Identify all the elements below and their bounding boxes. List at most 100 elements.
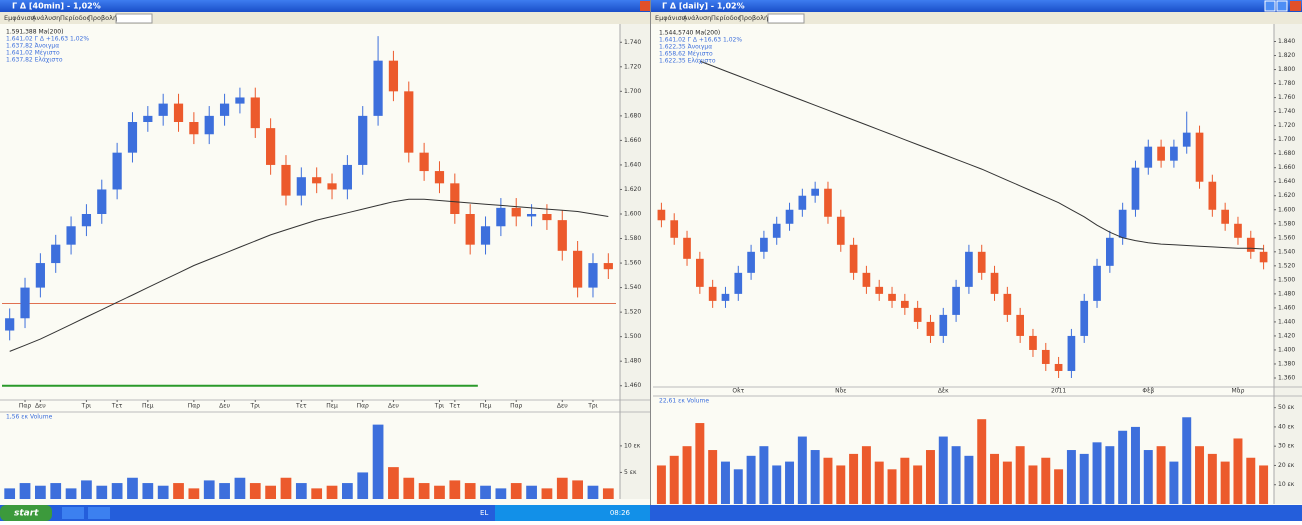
x-tick-label: Τρι — [250, 403, 261, 410]
y-tick-label: 1.380 — [1278, 360, 1295, 367]
candle-body — [1093, 265, 1101, 301]
volume-bar — [4, 488, 16, 499]
menu-item[interactable]: Προβολή — [88, 14, 117, 22]
candle-body — [1259, 251, 1268, 263]
candle-body — [51, 244, 61, 264]
candle-body — [404, 91, 414, 153]
x-tick-label: Τρι — [434, 403, 445, 410]
menu-item[interactable]: Περίοδος — [60, 14, 91, 22]
volume-bar — [682, 446, 692, 504]
volume-bar — [733, 469, 743, 504]
volume-bar — [1143, 450, 1153, 504]
candle-body — [173, 103, 184, 122]
candle-body — [296, 177, 306, 196]
candle-body — [1041, 349, 1050, 364]
y-tick-label: 1.500 — [624, 333, 641, 340]
candle-body — [480, 226, 491, 245]
menu-item[interactable]: Ανάλυση — [32, 14, 60, 22]
candle-body — [465, 214, 475, 245]
volume-bar — [849, 453, 859, 504]
volume-bar — [1092, 442, 1102, 504]
y-tick-label: 1.460 — [624, 382, 641, 389]
x-tick-label: Δεκ — [938, 388, 949, 395]
x-tick-label: Τρι — [587, 403, 598, 410]
volume-bar — [342, 483, 353, 499]
volume-bar — [357, 472, 369, 499]
volume-bar — [203, 480, 215, 499]
window-title: Γ Δ [daily] - 1,02% — [662, 2, 745, 11]
y-tick-label: 1.840 — [1278, 38, 1295, 45]
x-tick-label: Δευ — [388, 403, 399, 410]
menu-item[interactable]: Προβολή — [739, 14, 768, 22]
volume-bar — [234, 477, 246, 499]
volume-bar — [434, 485, 445, 499]
volume-bar — [541, 488, 553, 499]
candle-body — [1054, 363, 1063, 371]
moving-average — [699, 60, 1264, 250]
volume-bar — [1054, 469, 1064, 504]
y-tick-label: 1.760 — [1278, 94, 1295, 101]
volume-bar — [1079, 453, 1089, 504]
close-button[interactable] — [640, 1, 650, 11]
maximize-button[interactable] — [1276, 0, 1288, 12]
menu-item[interactable]: Εμφάνιση — [655, 14, 686, 22]
menu-item[interactable]: Ανάλυση — [683, 14, 711, 22]
start-button[interactable] — [0, 505, 52, 521]
y-tick-label: 1.680 — [1278, 150, 1295, 157]
volume-bar — [772, 465, 782, 504]
candle-body — [81, 214, 92, 227]
task-button[interactable] — [88, 507, 110, 519]
candle-body — [734, 272, 743, 294]
taskbar — [0, 505, 1302, 521]
candle-body — [250, 97, 260, 129]
y-tick-label: 1.700 — [624, 88, 641, 95]
volume-bar — [35, 485, 46, 499]
volume-bar — [1246, 457, 1256, 504]
x-tick-label: Τετ — [111, 403, 123, 410]
candle-body — [204, 115, 214, 135]
y-tick-label: 1.640 — [1278, 178, 1295, 185]
minimize-button[interactable] — [1264, 0, 1276, 12]
menu-item[interactable]: Περίοδος — [711, 14, 742, 22]
volume-bar — [403, 477, 415, 499]
y-tick-label: 1.480 — [624, 358, 641, 365]
candle-body — [1131, 167, 1140, 210]
candle-body — [913, 307, 922, 322]
candle-body — [862, 272, 871, 287]
candle-body — [158, 103, 168, 116]
legend-entry: 1.658,62 Μέγιστο — [659, 51, 713, 58]
candle-body — [760, 237, 768, 252]
candle-body — [670, 220, 679, 238]
input[interactable] — [115, 13, 153, 24]
close-button[interactable] — [1290, 1, 1301, 11]
y-tick-label: 1.480 — [1278, 290, 1295, 297]
volume-bar — [449, 480, 461, 499]
x-tick-label: Πεμ — [142, 403, 154, 410]
clock: 08:26 — [610, 509, 631, 517]
y-tick-label: 1.560 — [1278, 234, 1295, 241]
candle-body — [373, 60, 383, 116]
volume-bar — [96, 485, 108, 499]
y-tick-label: 1.700 — [1278, 136, 1295, 143]
volume-bar — [157, 485, 169, 499]
x-tick-label: Δευ — [219, 403, 230, 410]
volume-bar — [510, 483, 522, 499]
volume-title: 22,61 εκ Volume — [659, 398, 709, 405]
y-tick-label: 1.500 — [1278, 276, 1295, 283]
task-button[interactable] — [62, 507, 84, 519]
volume-bar — [720, 461, 730, 504]
volume-bar — [785, 461, 795, 504]
candle-body — [281, 164, 291, 196]
volume-bar — [823, 457, 833, 504]
y-tick-label: 1.360 — [1278, 374, 1295, 381]
candle-body — [1016, 314, 1024, 336]
legend-entry: 1.591,388 Ma(200) — [6, 29, 63, 36]
input[interactable] — [767, 13, 805, 24]
candle-body — [97, 189, 107, 214]
menu-item[interactable]: Εμφάνιση — [4, 14, 35, 22]
candle-body — [573, 250, 583, 288]
candle-body — [1182, 132, 1191, 147]
volume-bar — [977, 419, 987, 504]
candle-body — [657, 209, 666, 221]
